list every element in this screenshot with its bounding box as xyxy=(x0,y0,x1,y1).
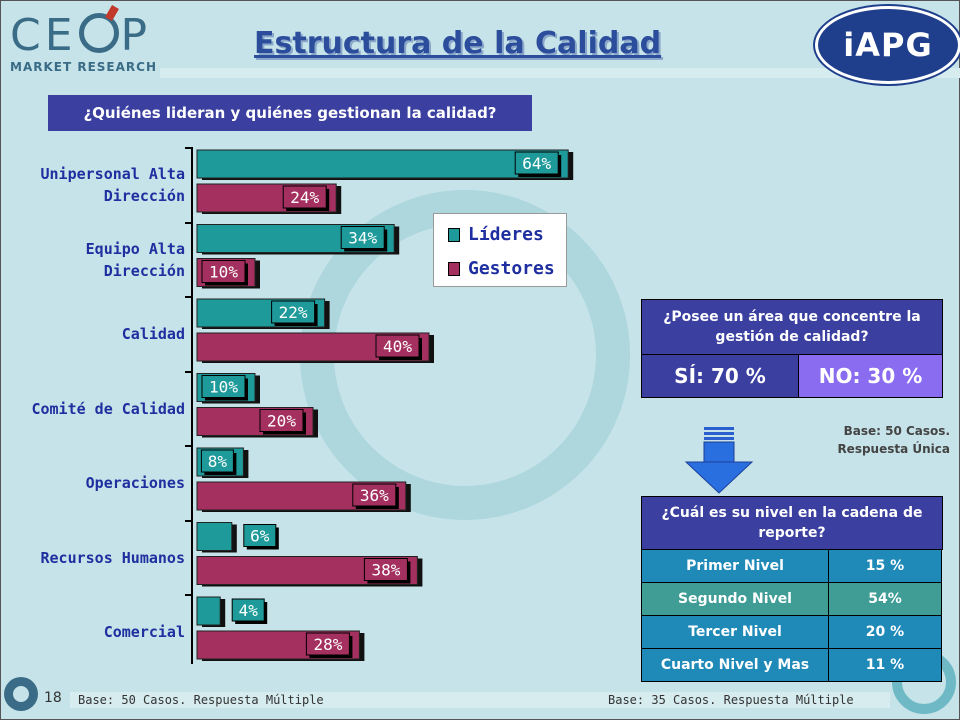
svg-text:10%: 10% xyxy=(209,263,238,282)
data-label: 10% xyxy=(201,260,248,286)
data-label: 8% xyxy=(200,449,237,475)
data-label: 38% xyxy=(363,558,411,584)
category-label-line: Recursos Humanos xyxy=(40,548,186,567)
table-row: Cuarto Nivel y Mas 11 % xyxy=(641,648,942,682)
svg-text:8%: 8% xyxy=(208,452,228,471)
axis-tick xyxy=(185,370,193,373)
data-label: 34% xyxy=(340,226,388,252)
axis-tick xyxy=(185,147,193,149)
category-label: Operaciones xyxy=(5,472,185,494)
data-label: 28% xyxy=(305,632,353,658)
bar-lideres xyxy=(196,596,226,627)
svg-text:6%: 6% xyxy=(250,527,270,546)
data-label: 40% xyxy=(375,334,422,360)
svg-text:24%: 24% xyxy=(290,188,319,207)
level-value: 11 % xyxy=(828,648,942,682)
table-row: Tercer Nivel 20 % xyxy=(641,615,942,649)
data-label: 36% xyxy=(352,483,399,509)
svg-text:40%: 40% xyxy=(383,337,412,356)
svg-text:36%: 36% xyxy=(360,486,389,505)
data-label: 6% xyxy=(243,524,279,550)
svg-text:4%: 4% xyxy=(239,601,259,620)
page-title: Estructura de la Calidad xyxy=(254,26,662,61)
axis-tick xyxy=(185,445,193,447)
data-label: 4% xyxy=(231,598,268,624)
footer-base-left: Base: 50 Casos. Respuesta Múltiple xyxy=(78,693,324,707)
report-level-question: ¿Cuál es su nivel en la cadena de report… xyxy=(641,496,943,550)
top-band xyxy=(160,68,960,78)
base-note-line1: Base: 50 Casos. xyxy=(843,424,950,438)
data-label: 20% xyxy=(259,409,306,435)
legend-item-lideres: Líderes xyxy=(448,224,544,245)
page-number: 18 xyxy=(44,690,62,706)
data-label: 24% xyxy=(282,185,330,211)
chart-legend: Líderes Gestores xyxy=(433,213,567,287)
report-level-table: Primer Nivel 15 % Segundo Nivel 54% Terc… xyxy=(641,549,942,682)
legend-item-gestores: Gestores xyxy=(448,258,555,279)
category-label-line: Operaciones xyxy=(85,474,185,493)
data-label: 10% xyxy=(201,375,248,401)
svg-text:38%: 38% xyxy=(371,561,400,580)
axis-tick xyxy=(185,296,193,298)
category-label-line: Comercial xyxy=(103,623,185,642)
category-label: Unipersonal Alta Dirección xyxy=(5,163,186,207)
category-label: Recursos Humanos xyxy=(5,547,186,569)
no-result: NO: 30 % xyxy=(798,354,943,398)
level-name: Tercer Nivel xyxy=(641,615,829,649)
level-value: 54% xyxy=(828,582,942,616)
category-label-line: Dirección xyxy=(103,187,185,206)
level-name: Segundo Nivel xyxy=(641,582,829,616)
category-label: Comercial xyxy=(5,621,185,643)
level-value: 20 % xyxy=(828,615,942,649)
level-name: Cuarto Nivel y Mas xyxy=(641,648,829,682)
footer-bar xyxy=(70,692,890,708)
svg-text:20%: 20% xyxy=(267,412,296,431)
area-question: ¿Posee un área que concentre la gestión … xyxy=(641,299,943,355)
data-label: 22% xyxy=(271,300,318,326)
svg-text:10%: 10% xyxy=(209,378,238,397)
svg-text:64%: 64% xyxy=(522,154,551,173)
bar-lideres xyxy=(196,522,237,553)
axis-tick xyxy=(185,594,193,596)
category-label-line: Equipo Alta xyxy=(85,239,185,258)
iapg-logo: iAPG xyxy=(815,6,960,84)
corner-logo-icon xyxy=(4,677,38,711)
level-value: 15 % xyxy=(828,549,942,583)
svg-text:22%: 22% xyxy=(279,303,308,322)
ceop-logo: CE P MARKET RESEARCH xyxy=(10,10,170,80)
category-label-line: Unipersonal Alta xyxy=(40,165,186,184)
svg-text:28%: 28% xyxy=(313,635,342,654)
base-note-line2: Respuesta Única xyxy=(837,442,950,456)
footer-base-right: Base: 35 Casos. Respuesta Múltiple xyxy=(608,693,854,707)
axis-tick xyxy=(185,221,193,224)
logo-subtitle: MARKET RESEARCH xyxy=(10,60,157,74)
axis-tick xyxy=(185,519,193,522)
data-label: 64% xyxy=(514,151,562,177)
down-arrow-icon xyxy=(684,427,754,494)
category-label-line: Calidad xyxy=(121,325,185,344)
category-label: Equipo Alta Dirección xyxy=(5,238,185,282)
legend-swatch-gestores xyxy=(448,261,460,276)
yes-result: SÍ: 70 % xyxy=(641,354,799,398)
chart-axis xyxy=(191,148,193,664)
category-label-line: Dirección xyxy=(103,261,185,280)
svg-text:34%: 34% xyxy=(348,229,377,248)
category-label: Comité de Calidad xyxy=(5,398,185,420)
legend-label-lideres: Líderes xyxy=(468,224,544,245)
category-label-line: Comité de Calidad xyxy=(31,399,185,418)
base-note-unica: Base: 50 Casos. Respuesta Única xyxy=(800,422,950,458)
logo-wordmark: CE P xyxy=(10,10,152,61)
bar-lideres xyxy=(196,149,574,180)
chart-question-header: ¿Quiénes lideran y quiénes gestionan la … xyxy=(48,95,532,131)
iapg-logo-text: iAPG xyxy=(843,26,933,64)
legend-swatch-lideres xyxy=(448,227,460,242)
table-row: Segundo Nivel 54% xyxy=(641,582,942,616)
legend-label-gestores: Gestores xyxy=(468,258,555,279)
table-row: Primer Nivel 15 % xyxy=(641,549,942,583)
category-label: Calidad xyxy=(5,323,185,345)
level-name: Primer Nivel xyxy=(641,549,829,583)
